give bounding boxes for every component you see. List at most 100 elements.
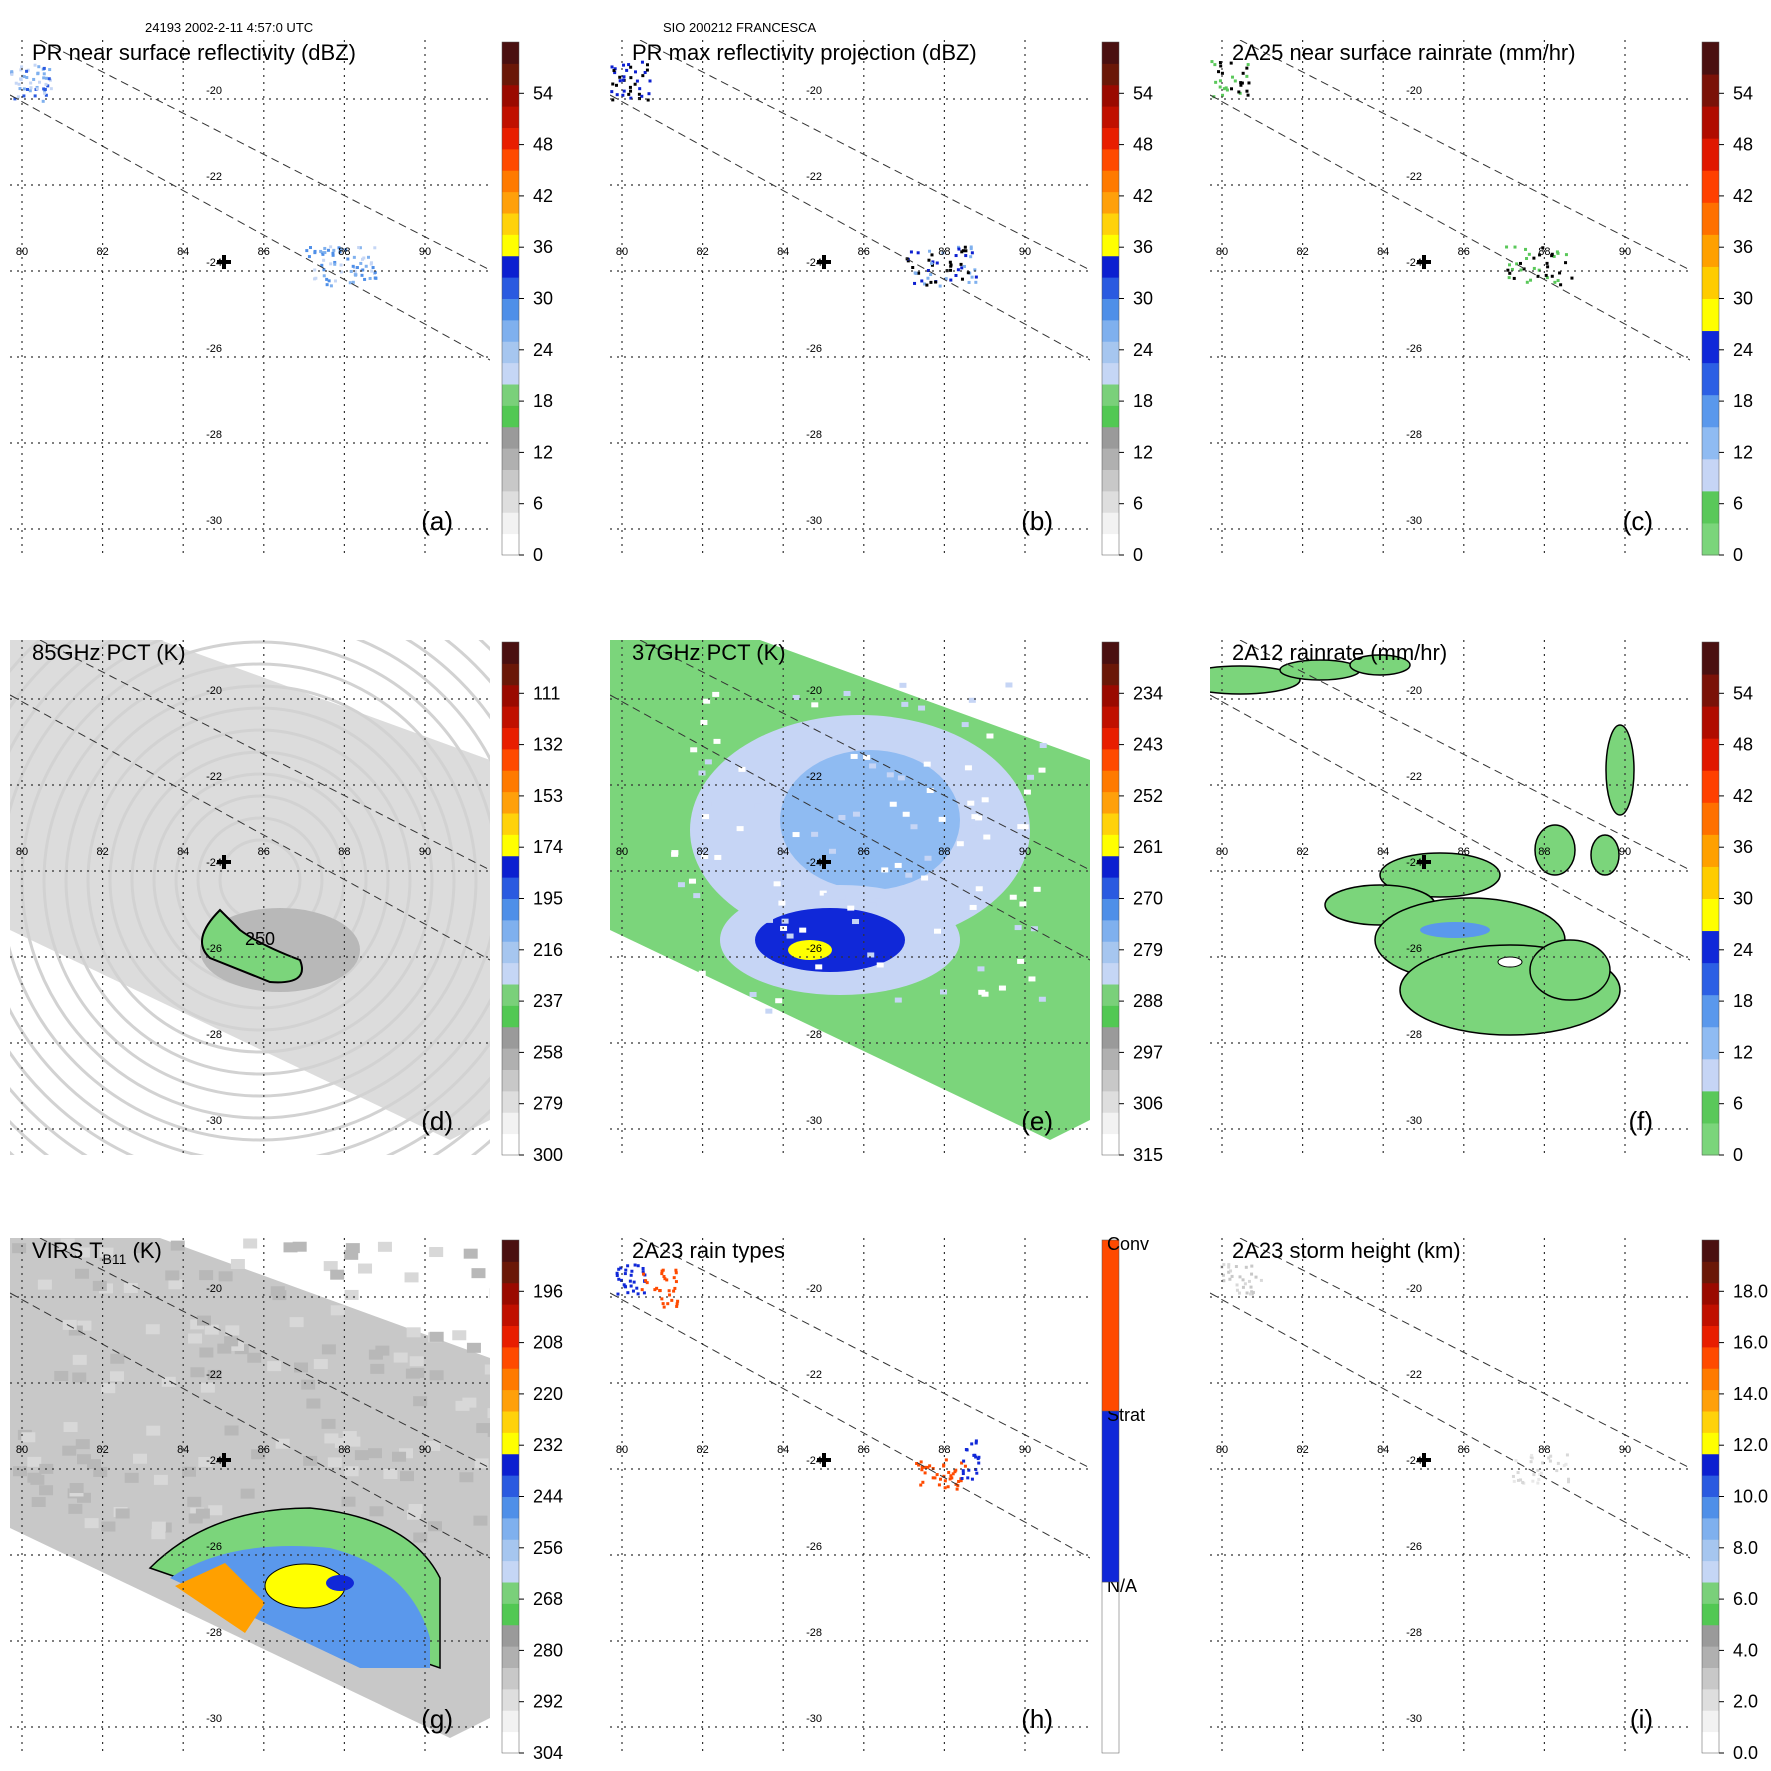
echo-pixel (1552, 254, 1556, 258)
colorbar-segment (1102, 1048, 1119, 1070)
convective-pixel (653, 1288, 657, 1292)
colorbar-segment (502, 405, 519, 428)
echo-pixel (370, 269, 374, 273)
echo-pixel (1220, 71, 1224, 75)
cloud-texture (207, 1369, 222, 1380)
cloud-texture (375, 1345, 390, 1356)
echo-pixel (1564, 253, 1568, 257)
y-tick-label: -20 (206, 685, 222, 697)
rain-blob (1210, 665, 1301, 695)
cloud-texture (413, 1396, 428, 1407)
echo-pixel (931, 260, 935, 264)
colorbar-tick-label: 279 (1133, 940, 1163, 960)
convective-pixel (920, 1465, 924, 1469)
cloud-texture (247, 1352, 262, 1363)
colorbar-segment (1702, 674, 1719, 707)
colorbar-segment (1702, 930, 1719, 964)
echo-pixel (322, 258, 326, 262)
stratiform-pixel (977, 1455, 981, 1459)
cloud-texture (146, 1425, 161, 1436)
colorbar-segment (1102, 1133, 1119, 1156)
y-tick-label: -24 (206, 257, 222, 269)
colorbar-segment (1102, 84, 1119, 107)
pixel (975, 886, 983, 892)
y-tick-label: -22 (806, 171, 822, 183)
echo-pixel (949, 268, 953, 272)
y-tick-label: -24 (806, 1455, 822, 1467)
stratiform-pixel (615, 1274, 619, 1278)
cloud-texture (406, 1327, 421, 1338)
colorbar-segment (502, 319, 519, 342)
y-tick-label: -22 (1406, 1369, 1422, 1381)
echo-pixel (320, 251, 324, 255)
colorbar-tick-label: 42 (1133, 186, 1153, 206)
pixel (716, 824, 724, 830)
cloud-texture (72, 1372, 87, 1383)
echo-pixel (963, 245, 967, 249)
echo-pixel (613, 67, 617, 71)
pixel (874, 970, 882, 976)
echo-pixel (314, 276, 318, 280)
convective-pixel (946, 1485, 950, 1489)
colorbar-tick-label: 315 (1133, 1145, 1163, 1165)
height-pixel (1235, 1283, 1239, 1287)
pixel (969, 825, 977, 831)
convective-pixel (938, 1477, 942, 1481)
colorbar-tick-label: 174 (533, 837, 563, 857)
colorbar-segment (1102, 941, 1119, 964)
x-tick-label: 88 (938, 846, 950, 858)
colorbar-tick-label: 14.0 (1733, 1384, 1768, 1404)
echo-pixel (964, 254, 968, 258)
stratiform-pixel (629, 1273, 633, 1277)
stratiform-pixel (619, 1266, 623, 1270)
cloud-texture (230, 1259, 245, 1270)
colorbar-segment (502, 1261, 519, 1284)
rain-blob (1379, 852, 1501, 898)
height-pixel (1536, 1468, 1540, 1472)
echo-pixel (18, 87, 22, 91)
echo-pixel (13, 97, 17, 101)
cloud-texture (74, 1268, 89, 1279)
pixel (693, 893, 701, 899)
echo-pixel (917, 271, 921, 275)
height-pixel (1244, 1265, 1248, 1269)
panel-e: 80 82 84 86 88 90 -20 -22 -24 -26 -28 -30 37GHz PCT … (610, 640, 1163, 1165)
colorbar-segment (1702, 1496, 1719, 1519)
colorbar-segment (502, 1411, 519, 1433)
echo-pixel (349, 269, 353, 273)
rain-blob (1349, 654, 1411, 676)
colorbar-segment (1102, 898, 1119, 921)
colorbar-segment (1102, 106, 1119, 128)
cloud-texture (289, 1317, 304, 1328)
colorbar-segment (502, 234, 519, 257)
convective-pixel (644, 1279, 648, 1283)
pixel (867, 952, 875, 958)
panel-d: 250 80 82 84 86 88 90 -20 -22 -24 -26 -28 -30 85GHz P… (10, 640, 563, 1165)
pixel (703, 698, 711, 704)
storm-center-icon (217, 1453, 231, 1467)
convective-pixel (955, 1487, 959, 1491)
echo-pixel (321, 252, 325, 256)
x-tick-label: 80 (616, 246, 628, 258)
x-tick-label: 88 (1538, 846, 1550, 858)
stratiform-pixel (641, 1266, 645, 1270)
colorbar-segment (1101, 1410, 1120, 1583)
pixel (811, 831, 819, 837)
colorbar-tick-label: 261 (1133, 837, 1163, 857)
pixel (956, 841, 964, 847)
cloud-texture (323, 1261, 338, 1272)
cloud-texture (301, 1379, 316, 1390)
colorbar-segment (502, 1624, 519, 1647)
pixel (940, 989, 948, 995)
storm-center-icon (817, 855, 831, 869)
y-tick-label: -28 (806, 1627, 822, 1639)
echo-pixel (320, 263, 324, 267)
echo-pixel (962, 264, 966, 268)
cloud-texture (466, 1342, 481, 1353)
cloud-texture (243, 1238, 258, 1249)
cloud-texture (459, 1472, 474, 1483)
panel-content (1210, 1238, 1690, 1753)
pixel (762, 816, 770, 822)
panel-content: 250 (10, 640, 490, 1155)
y-tick-label: -28 (806, 1029, 822, 1041)
